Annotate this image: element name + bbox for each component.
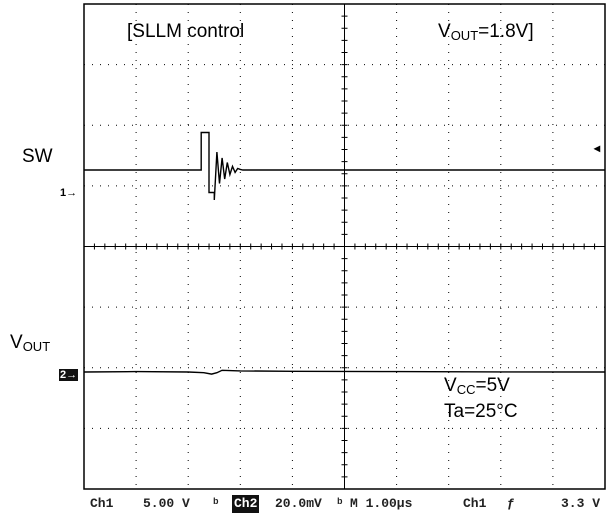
ch1-marker-text: 1 (60, 187, 67, 199)
readout-ch1: Ch1 (90, 496, 114, 511)
bandwidth-limit-icon-2: ᵇ (336, 496, 344, 511)
series-label-sw: SW (22, 146, 53, 167)
vcc-main: V (444, 375, 457, 396)
readout-ch1-scale: 5.00 V (143, 496, 190, 511)
trace-vout (83, 369, 606, 375)
ch2-marker-text: 2 (60, 369, 67, 381)
readout-trigger-level: 3.3 V (561, 496, 601, 511)
chart-title-right: VOUT=1.8V] (438, 22, 534, 42)
vcc-tail: =5V (475, 375, 510, 396)
graticule-grid (83, 3, 606, 490)
trace-sw (84, 131, 605, 201)
trigger-level-icon: ◂ (594, 141, 601, 155)
vout-title-tail: =1.8V] (478, 21, 534, 42)
bandwidth-limit-icon: ᵇ (212, 496, 220, 511)
waveform-traces (83, 131, 606, 375)
vcc-sub: CC (456, 382, 476, 397)
ch1-ground-marker: 1→ (60, 187, 78, 199)
readout-ch2-scale: 20.0mV (275, 496, 322, 511)
vout-title-main: V (438, 21, 451, 42)
ta-annotation: Ta=25°C (444, 401, 518, 422)
series-label-vout: VOUT (10, 333, 50, 353)
chart-title-left: [SLLM control (127, 21, 245, 42)
vout-title-sub: OUT (450, 28, 479, 43)
ch2-ground-marker: 2→ (59, 369, 79, 381)
vout-label-sub: OUT (22, 339, 51, 354)
readout-ch2: Ch2 (232, 495, 260, 513)
trigger-slope-icon: ƒ (507, 496, 515, 511)
readout-timebase: M 1.00µs (350, 496, 413, 511)
vcc-annotation: VCC=5V (444, 376, 510, 396)
readout-trigger-source: Ch1 (463, 496, 487, 511)
vout-label-main: V (10, 332, 23, 353)
